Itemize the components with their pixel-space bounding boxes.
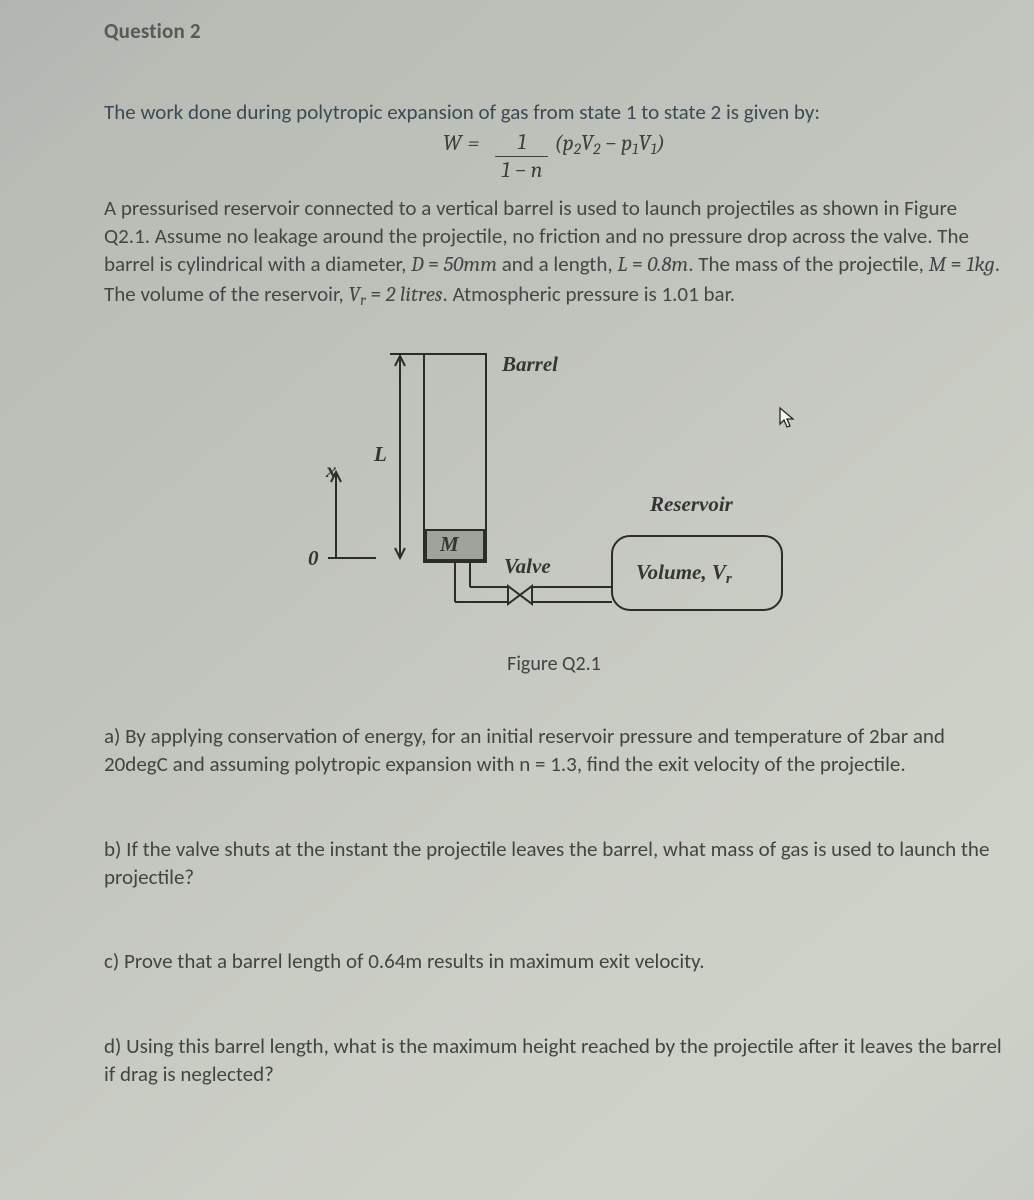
subquestion-c: c) Prove that a barrel length of 0.64m r… (104, 947, 1004, 975)
rhs-p1: p (621, 130, 632, 156)
var-D: D (411, 253, 424, 277)
val-M: 1kg (966, 253, 995, 277)
eq1: = (424, 251, 444, 277)
body-p2: and a length, (497, 251, 617, 277)
formula-rhs: (p2V2 − p1V1) (554, 130, 665, 181)
eq3: = (946, 251, 966, 277)
rhs-p2: p (563, 130, 574, 156)
label-volume: Volume, Vr (636, 560, 732, 588)
subquestion-d: d) Using this barrel length, what is the… (104, 1032, 1004, 1089)
label-L: L (374, 442, 387, 467)
question-title: Question 2 (104, 18, 1004, 44)
formula-fraction: 1 1 − n (495, 130, 548, 181)
label-zero: 0 (308, 546, 319, 571)
formula-lhs: W (443, 130, 462, 181)
rhs-minus: − (600, 130, 621, 156)
eq2: = (627, 251, 647, 277)
eq4: = (366, 281, 386, 307)
label-reservoir: Reservoir (650, 492, 733, 517)
formula-equals: = (468, 130, 480, 181)
label-volume-pre: Volume, V (636, 560, 726, 584)
intro-text: The work done during polytropic expansio… (104, 98, 1004, 126)
diagram: Barrel L x 0 M Valve Reservoir Volume, V… (274, 346, 834, 646)
var-L: L (617, 253, 627, 277)
label-M: M (440, 532, 459, 557)
subquestion-a: a) By applying conservation of energy, f… (104, 722, 1004, 779)
var-M: M (929, 253, 947, 277)
subquestion-b: b) If the valve shuts at the instant the… (104, 835, 1004, 892)
den-n: n (531, 157, 543, 183)
rhs-V2: V (581, 130, 593, 156)
question-page: Question 2 The work done during polytrop… (0, 0, 1034, 1200)
val-L: 0.8m (647, 253, 688, 277)
body-p3: . The mass of the projectile, (688, 251, 928, 277)
label-volume-sub: r (726, 571, 732, 587)
diagram-svg (274, 346, 834, 646)
problem-body: A pressurised reservoir connected to a v… (104, 194, 1004, 310)
rhs-V1: V (638, 130, 650, 156)
var-Vr-V: V (349, 283, 361, 307)
rhs-close: ) (657, 130, 665, 156)
rhs-sub2a: 2 (574, 140, 581, 158)
body-p5: . Atmospheric pressure is 1.01 bar. (442, 281, 735, 307)
mouse-cursor-icon (778, 406, 796, 434)
rhs-open: ( (554, 130, 562, 156)
val-Vr: 2 litres (386, 283, 443, 307)
work-formula: W = 1 1 − n (p2V2 − p1V1) (104, 130, 1004, 181)
den-one-minus: 1 − (501, 157, 530, 183)
val-D: 50mm (444, 253, 497, 277)
figure-caption: Figure Q2.1 (104, 652, 1004, 676)
var-Vr: Vr (349, 283, 366, 307)
formula-denominator: 1 − n (495, 158, 548, 182)
label-x: x (326, 458, 337, 483)
label-valve: Valve (504, 554, 551, 579)
label-barrel: Barrel (502, 352, 558, 377)
diagram-wrap: Barrel L x 0 M Valve Reservoir Volume, V… (104, 346, 1004, 646)
formula-numerator: 1 (512, 130, 533, 154)
